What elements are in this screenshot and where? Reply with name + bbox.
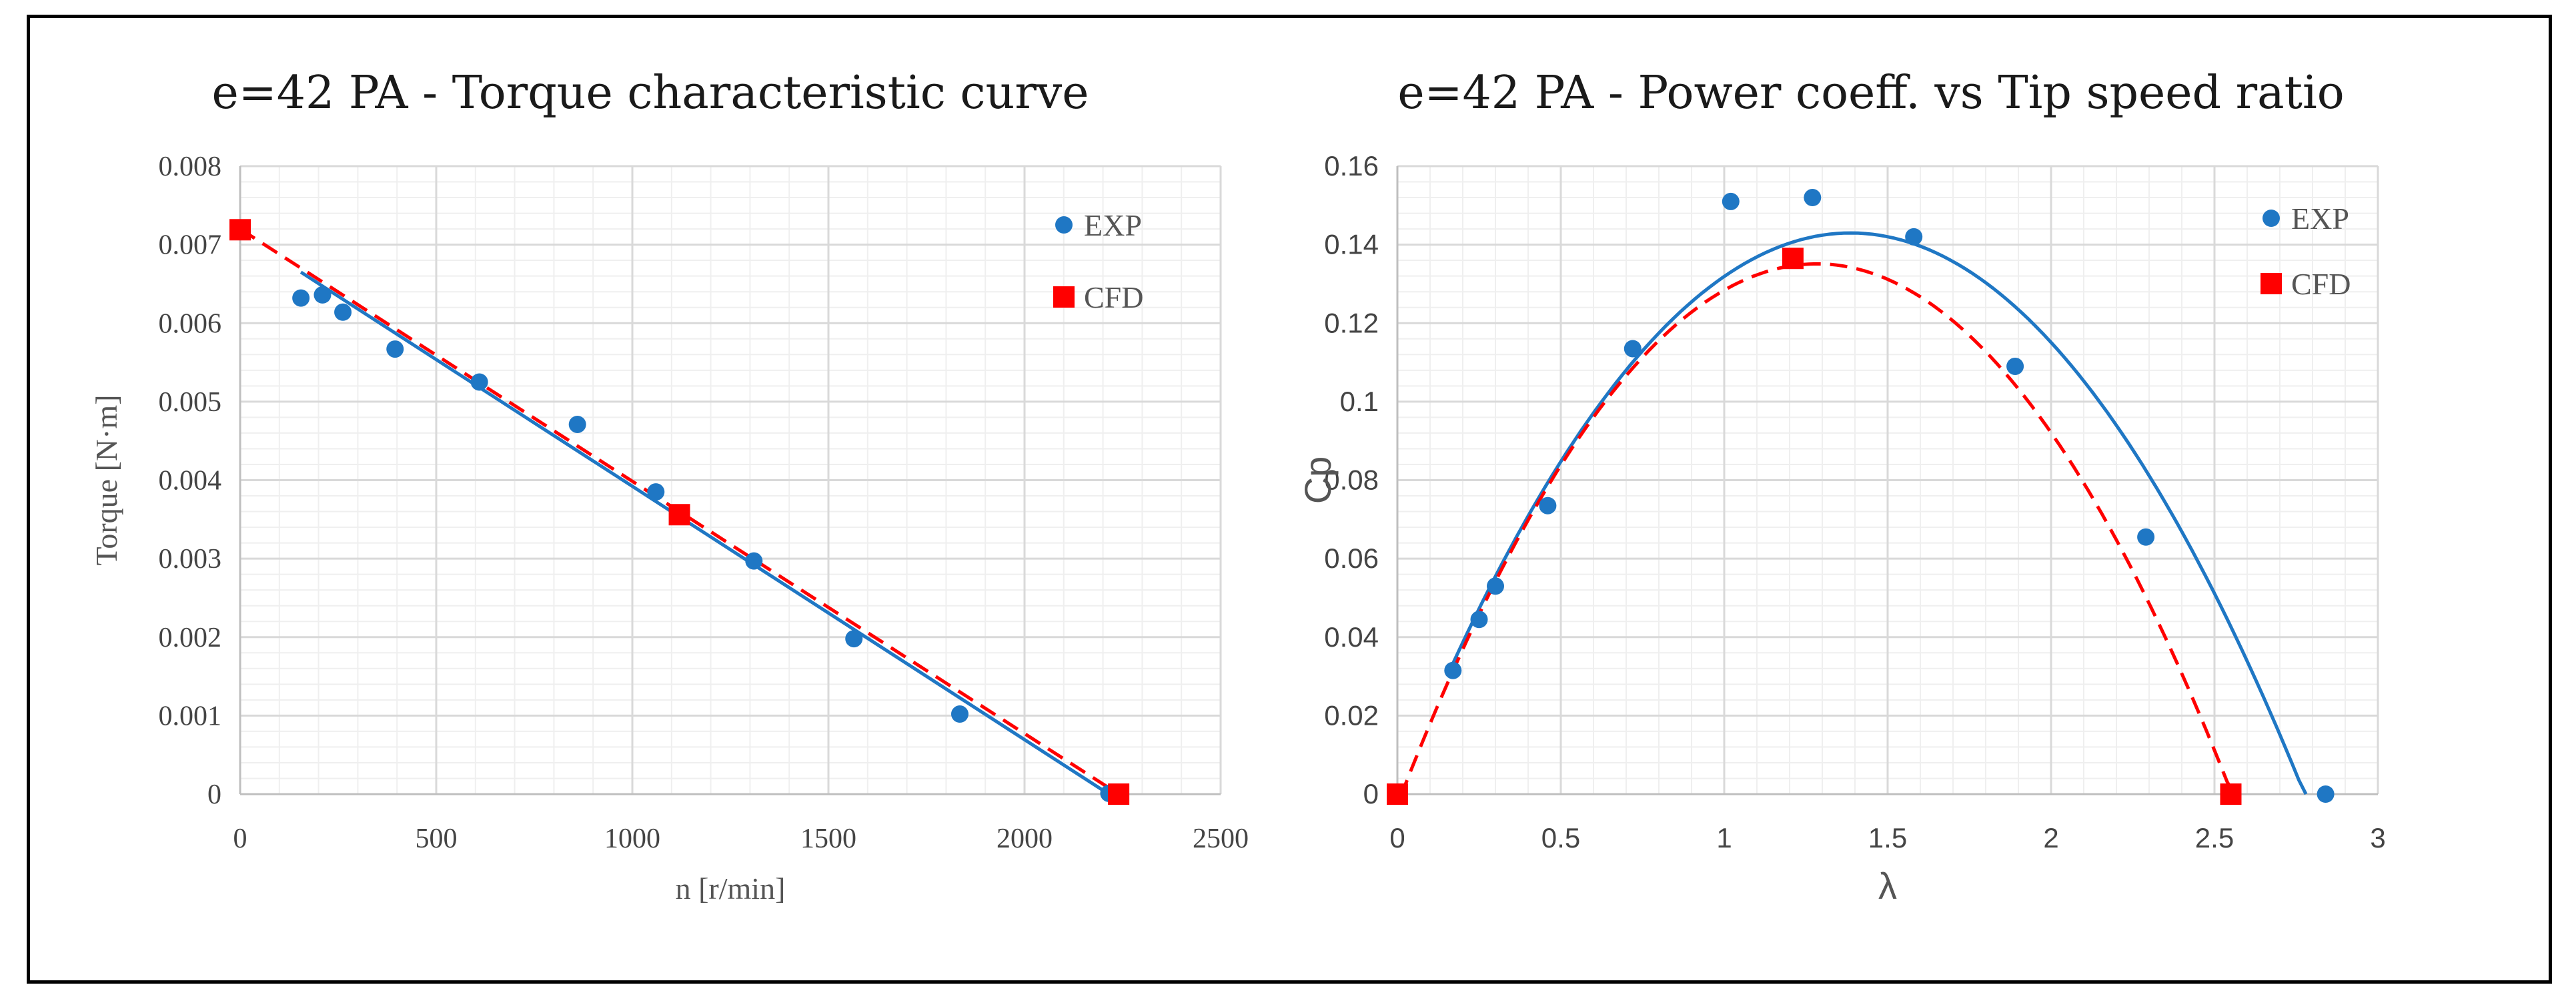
exp-data-point [1444,661,1462,679]
exp-data-point [2137,528,2155,546]
cfd-data-point [1782,248,1804,270]
legend-exp-marker [2263,210,2280,227]
exp-data-point [1804,189,1822,207]
legend-cfd-marker [2261,273,2282,294]
cfd-trendline [1396,262,2236,795]
y-tick-label: 0.004 [159,466,222,496]
power-coefficient-chart: 0 0.5 1 1.5 2 2.5 3 0 0.02 0.04 0.06 0.08 0.1 0.12 0.1… [1297,67,2386,907]
y-tick-label: 0.14 [1324,229,1379,260]
exp-data-point [1539,496,1557,515]
legend-cfd-label: CFD [1084,280,1143,314]
x-tick-label: 3 [2370,822,2385,854]
exp-data-point [568,415,586,433]
exp-data-point [2317,785,2335,803]
legend-exp-label: EXP [2291,202,2349,236]
cfd-data-point [1108,783,1130,805]
exp-data-point [745,552,763,570]
x-tick-label: 500 [416,823,458,854]
x-axis-label: λ [1878,865,1897,907]
legend-cfd-marker [1053,286,1075,308]
y-axis-label: Cp [1297,456,1339,505]
y-tick-label: 0.003 [159,544,222,575]
y-tick-label: 0 [207,779,221,810]
y-tick-label: 0.007 [159,230,222,261]
y-tick-label: 0.04 [1324,621,1379,653]
major-grid [239,165,1222,795]
y-tick-label: 0.001 [159,701,222,731]
exp-data-point [1722,192,1740,210]
x-tick-label: 1 [1716,822,1732,854]
y-tick-label: 0 [1363,778,1379,809]
exp-data-point [1470,611,1488,629]
cfd-data-point [2220,783,2242,805]
exp-data-point [470,373,488,391]
y-tick-label: 0.005 [159,387,222,418]
x-axis-label: n [r/min] [676,872,786,906]
figure-frame: 0 500 1000 1500 2000 2500 0 0.001 0.002 0.003 0.00… [27,15,2552,984]
x-tick-label: 0.5 [1541,822,1580,854]
y-tick-label: 0.1 [1340,386,1379,417]
exp-data-point [2006,357,2024,375]
y-axis-label: Torque [N·m] [89,394,123,565]
exp-data-point [1624,340,1642,358]
x-tick-label: 0 [1389,822,1405,854]
exp-data-point [334,303,352,321]
chart-title: e=42 PA - Torque characteristic curve [212,67,1089,119]
y-tick-label: 0.06 [1324,543,1379,574]
exp-data-point [950,705,969,723]
y-tick-label: 0.002 [159,623,222,653]
cfd-data-point [1387,783,1408,805]
y-tick-label: 0.02 [1324,699,1379,731]
legend-cfd-label: CFD [2291,267,2351,301]
y-tick-label: 0.12 [1324,307,1379,338]
legend-exp-label: EXP [1084,208,1142,242]
x-tick-label: 2000 [997,823,1053,854]
x-tick-label: 0 [233,823,247,854]
exp-data-point [313,286,332,304]
cfd-data-point [668,504,690,526]
exp-data-point [647,483,665,501]
y-tick-label: 0.006 [159,308,222,339]
x-tick-label: 2.5 [2195,822,2234,854]
x-tick-label: 2 [2043,822,2058,854]
x-tick-label: 1500 [800,823,856,854]
x-tick-label: 2500 [1193,823,1249,854]
exp-data-point [1905,228,1923,246]
cfd-data-point [229,219,251,241]
exp-data-point [1487,577,1504,595]
exp-data-point [292,289,310,307]
torque-chart: 0 500 1000 1500 2000 2500 0 0.001 0.002 0.003 0.00… [89,67,1249,906]
exp-trendline [299,270,1110,796]
y-tick-label: 0.008 [159,151,222,182]
y-tick-label: 0.08 [1324,464,1379,496]
exp-trendline [1451,231,2308,795]
exp-data-point [845,630,863,648]
chart-title: e=42 PA - Power coeff. vs Tip speed rati… [1397,67,2344,119]
x-tick-label: 1000 [604,823,660,854]
legend-exp-marker [1055,216,1073,234]
exp-data-point [386,340,404,358]
y-tick-label: 0.16 [1324,150,1379,182]
x-tick-label: 1.5 [1868,822,1907,854]
